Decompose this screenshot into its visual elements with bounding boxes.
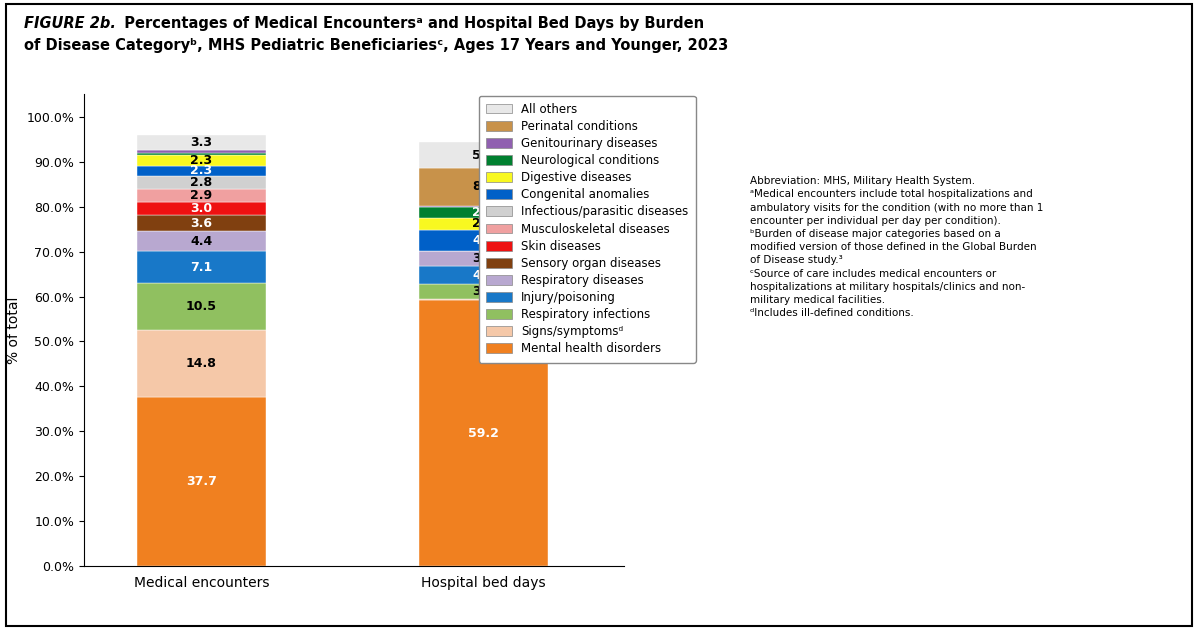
Text: 4.0: 4.0 (472, 269, 494, 282)
Bar (137, 283, 266, 330)
Bar (419, 206, 547, 207)
Bar (137, 153, 266, 155)
Bar (419, 300, 547, 566)
Text: 3.2: 3.2 (472, 285, 494, 298)
Bar (137, 251, 266, 283)
Bar (137, 155, 266, 166)
Text: 2.4: 2.4 (472, 206, 494, 219)
Text: 2.3: 2.3 (191, 154, 212, 167)
Bar (419, 230, 547, 251)
Bar (419, 207, 547, 218)
Text: 10.5: 10.5 (186, 300, 217, 313)
Bar (137, 135, 266, 150)
Text: 37.7: 37.7 (186, 475, 217, 488)
Text: 3.4: 3.4 (472, 252, 494, 265)
Text: Percentages of Medical Encountersᵃ and Hospital Bed Days by Burden: Percentages of Medical Encountersᵃ and H… (114, 16, 704, 31)
Text: 5.6: 5.6 (472, 148, 494, 162)
Text: 14.8: 14.8 (186, 357, 217, 370)
Text: of Disease Categoryᵇ, MHS Pediatric Beneficiariesᶜ, Ages 17 Years and Younger, 2: of Disease Categoryᵇ, MHS Pediatric Bene… (24, 38, 728, 53)
Text: 2.7: 2.7 (472, 218, 494, 230)
Y-axis label: % of total: % of total (7, 296, 20, 364)
Bar (137, 150, 266, 153)
Text: 59.2: 59.2 (468, 426, 498, 440)
Text: FIGURE 2b.: FIGURE 2b. (24, 16, 116, 31)
Bar (419, 218, 547, 230)
Bar (419, 267, 547, 284)
Bar (419, 142, 547, 167)
Text: 3.6: 3.6 (191, 217, 212, 230)
Bar (419, 167, 547, 206)
Bar (419, 284, 547, 299)
Legend: All others, Perinatal conditions, Genitourinary diseases, Neurological condition: All others, Perinatal conditions, Genito… (479, 96, 696, 362)
Bar (137, 176, 266, 189)
Bar (137, 330, 266, 397)
Text: 2.3: 2.3 (191, 164, 212, 177)
Text: 2.9: 2.9 (191, 189, 212, 202)
Text: 4.4: 4.4 (191, 235, 212, 248)
Text: Abbreviation: MHS, Military Health System.
ᵃMedical encounters include total hos: Abbreviation: MHS, Military Health Syste… (750, 176, 1043, 318)
Text: 4.6: 4.6 (472, 234, 494, 247)
Text: 3.3: 3.3 (191, 136, 212, 148)
Bar (137, 397, 266, 566)
Bar (137, 215, 266, 231)
Bar (137, 231, 266, 251)
Text: 8.5: 8.5 (472, 180, 494, 193)
Bar (419, 299, 547, 300)
Text: 2.8: 2.8 (191, 176, 212, 189)
Bar (137, 202, 266, 215)
Bar (137, 189, 266, 202)
Bar (137, 166, 266, 176)
Text: 3.0: 3.0 (191, 202, 212, 215)
Bar (419, 251, 547, 267)
Text: 7.1: 7.1 (191, 260, 212, 274)
